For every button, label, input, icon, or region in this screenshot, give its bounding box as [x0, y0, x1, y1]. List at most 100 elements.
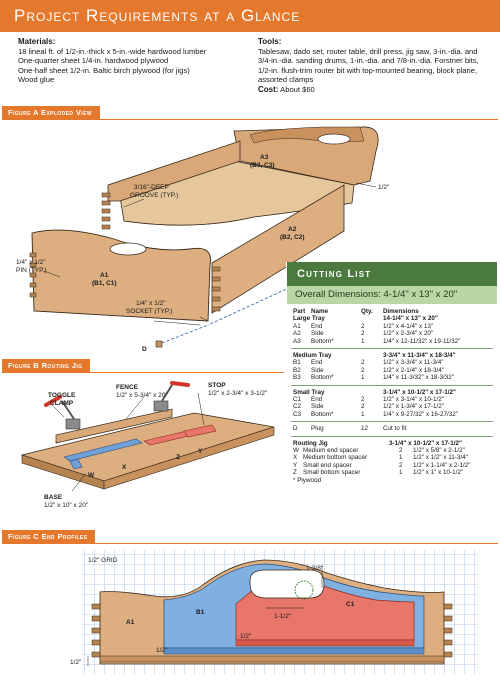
table-cell: Small end spacer [303, 461, 352, 469]
table-cell: 1/2" x 1" x 10-1/2" [413, 469, 464, 477]
table-cell: End [311, 396, 323, 403]
table-cell: 12 [361, 425, 369, 433]
column-header: Part [293, 308, 306, 315]
label-z: Z [176, 454, 180, 461]
bottom-board [99, 655, 445, 663]
table-cell: End [311, 322, 323, 330]
section-dims: 3-3/4" x 11-3/4" x 18-3/4" [383, 352, 456, 359]
table-cell: A3 [293, 337, 301, 345]
label-grid: 1/2" GRID [88, 557, 118, 564]
label-fence-1: FENCE [116, 384, 139, 391]
column-header: Dimensions [383, 308, 419, 315]
section-dims: 14-1/4" x 13" x 20" [383, 315, 438, 323]
page-banner: Project Requirements at a Glance [0, 0, 500, 32]
label-stop-2: 1/2" x 2-3/4" x 3-1/2" [208, 390, 268, 397]
side-board-back [101, 140, 241, 230]
table-cell: Bottom* [311, 410, 334, 418]
handle-slot [249, 569, 325, 599]
label-socket-1: 1/4" x 1/2" [136, 300, 166, 307]
label-half-inch: 1/2" [378, 184, 390, 191]
end-board-front [29, 229, 212, 322]
label-half-b: 1/2" [156, 647, 168, 654]
table-cell: End [311, 359, 323, 367]
materials-line: One-half sheet 1/2-in. Baltic birch plyw… [18, 65, 190, 75]
label-dim-top: 1-3/8" [306, 565, 324, 572]
label-d: D [142, 346, 147, 353]
table-cell: 1/2" x 1-1/4" x 2-1/2" [413, 461, 471, 469]
label-x: X [122, 464, 127, 471]
materials-line: One-quarter sheet 1/4-in. hardwood plywo… [18, 56, 169, 66]
table-cell: 1/2" x 3-3/4" x 11-3/4" [383, 359, 444, 367]
label-a3: A3 [260, 154, 269, 161]
label-dim-mid: 1-1/2" [274, 613, 292, 620]
label-base-2: 1/2" x 10" x 20" [44, 502, 89, 509]
leader-lines [43, 182, 377, 326]
jig-leaders [51, 392, 205, 492]
table-cell: 1 [361, 337, 365, 345]
table-cell: 2 [361, 330, 365, 338]
jig-fence [55, 408, 173, 444]
table-cell: 1/4" x 11-3/32" x 18-3/32" [383, 374, 454, 382]
figure-b-tag: Figure B Routing Jig [2, 359, 91, 373]
section-dims: 3-1/4" x 10-1/2" x 17-1/2" [389, 439, 463, 447]
section-dims: 3-1/4" x 10-1/2" x 17-1/2" [383, 388, 457, 396]
table-cell: 2 [361, 396, 365, 403]
table-cell: 1/2" x 1-3/4" x 17-1/2" [383, 403, 444, 411]
side-board-front [211, 184, 345, 314]
toggle-clamp-left [44, 395, 81, 430]
table-cell: 2 [399, 447, 403, 454]
table-cell: Medium end spacer [303, 447, 359, 454]
table-cell: Side [311, 330, 324, 338]
table-cell: Medium bottom spacer [303, 454, 368, 462]
figure-a-tag: Figure A Exploded View [2, 106, 100, 120]
table-cell: Small bottom spacer [303, 469, 361, 477]
table-cell: B1 [293, 359, 301, 367]
label-groove-2: GROOVE (TYP.) [130, 192, 178, 199]
table-cell: C2 [293, 403, 302, 411]
materials-block: Materials: 18 lineal ft. of 1/2-in.-thic… [18, 37, 248, 85]
table-cell: W [293, 447, 299, 454]
label-a1-sub: (B1, C1) [92, 280, 117, 287]
label-toggle-1: TOGGLE [48, 392, 76, 399]
table-cell: C3 [293, 410, 302, 418]
table-cell: A2 [293, 330, 301, 338]
table-cell: 1/4" x 12-11/32" x 19-11/32" [383, 337, 461, 345]
table-cell: 1 [361, 410, 365, 418]
label-groove-1: 3/16"-DEEP [134, 184, 169, 191]
label-half-a: 1/2" [240, 633, 252, 640]
label-a3-sub: (B3, C3) [250, 162, 275, 169]
cutting-list-divider [291, 384, 493, 386]
jig-base [20, 412, 275, 490]
label-a2: A2 [288, 226, 297, 233]
column-header: Qty. [361, 308, 373, 315]
figure-b-header: Figure B Routing Jig [2, 359, 284, 373]
table-cell: 1/4" x 9-27/32" x 16-27/32" [383, 410, 458, 418]
label-a1: A1 [126, 619, 135, 626]
column-header: Name [311, 308, 329, 315]
figure-a-header: Figure A Exploded View [2, 106, 498, 120]
materials-line: 18 lineal ft. of 1/2-in.-thick x 5-in.-w… [18, 46, 207, 56]
table-cell: Z [293, 469, 297, 477]
figure-c-header: Figure C End Profiles [2, 530, 498, 544]
table-cell: A1 [293, 322, 301, 330]
table-cell: D [293, 425, 298, 433]
table-cell: 2 [361, 359, 365, 367]
figure-a-exploded-view: A3 (B3, C3) 3/16"-DEEP GROOVE (TYP.) 1/2… [16, 126, 390, 353]
page-title: Project Requirements at a Glance [14, 6, 301, 25]
table-cell: B2 [293, 366, 301, 374]
tools-text: Tablesaw, dado set, router table, drill … [258, 46, 479, 85]
table-cell: X [293, 454, 298, 462]
cutting-list-divider [291, 348, 493, 349]
label-toggle-2: CLAMP [50, 400, 74, 407]
label-a1: A1 [100, 272, 109, 279]
section-name: Small Tray [293, 388, 325, 396]
label-a2-sub: (B2, C2) [280, 234, 305, 241]
label-base-1: BASE [44, 494, 63, 501]
cutting-list-title: Cutting List [287, 262, 497, 286]
jig-spacers [63, 424, 217, 470]
table-cell: Plug [311, 425, 324, 433]
label-half-c: 1/2" [70, 659, 82, 666]
label-pin-2: PIN (TYP.) [16, 267, 47, 274]
section-name: Routing Jig [293, 439, 328, 447]
table-cell: 1 [399, 469, 403, 477]
